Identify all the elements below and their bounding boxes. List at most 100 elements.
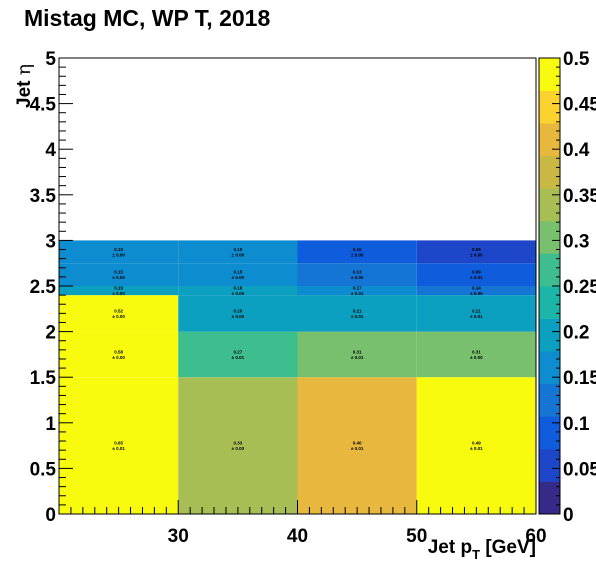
- heatmap-cell: [59, 331, 179, 378]
- cell-error-label: ± 0.01: [351, 314, 364, 319]
- heatmap-cell: [59, 377, 179, 514]
- cell-error-label: ± 0.01: [470, 314, 483, 319]
- cell-value-label: 0.21: [353, 308, 362, 313]
- cell-error-label: ± 0.00: [470, 355, 483, 360]
- colorbar-segment: [539, 383, 560, 417]
- heatmap-cells: [59, 240, 536, 514]
- colorbar-segment: [539, 318, 560, 352]
- x-tick-label: 30: [168, 526, 189, 547]
- heatmap-cell: [297, 377, 417, 514]
- cell-error-label: ± 0.01: [470, 446, 483, 451]
- colorbar-tick-label: 0.05: [563, 459, 596, 480]
- y-tick-label: 4.5: [30, 95, 57, 116]
- y-tick-label: 4: [45, 140, 56, 161]
- heatmap-cell: [297, 295, 417, 332]
- y-tick-label: 3: [45, 231, 56, 252]
- colorbar-segment: [539, 188, 560, 222]
- cell-error-label: ± 0.00: [232, 446, 245, 451]
- colorbar-segment: [539, 481, 560, 515]
- colorbar-tick-label: 0.1: [563, 414, 590, 435]
- cell-error-label: ± 0.00: [232, 314, 245, 319]
- heatmap-cell: [178, 263, 298, 286]
- cell-error-label: ± 0.01: [351, 446, 364, 451]
- colorbar-tick-label: 0: [563, 505, 574, 526]
- y-tick-label: 2.5: [30, 277, 57, 298]
- x-tick-label: 60: [525, 526, 546, 547]
- cell-error-label: ± 0.01: [232, 355, 245, 360]
- cell-error-label: ± 0.01: [351, 291, 364, 296]
- cell-value-label: 0.06: [472, 247, 481, 252]
- cell-value-label: 0.15: [233, 270, 242, 275]
- cell-error-label: ± 0.00: [112, 275, 125, 280]
- y-axis-title-main: Jet: [14, 75, 35, 108]
- colorbar-tick-label: 0.5: [563, 49, 590, 70]
- colorbar-segment: [539, 58, 560, 91]
- heatmap-cell: [59, 295, 179, 332]
- colorbar-segment: [539, 123, 560, 157]
- cell-value-label: 0.15: [233, 247, 242, 252]
- heatmap-cell: [416, 240, 536, 264]
- colorbar-segment: [539, 220, 560, 254]
- x-axis-title: Jet pT [GeV]: [428, 537, 536, 562]
- colorbar-tick-label: 0.35: [563, 186, 596, 207]
- heatmap-cell: [59, 286, 179, 296]
- cell-value-label: 0.17: [353, 286, 362, 291]
- cell-value-label: 0.31: [472, 349, 481, 354]
- cell-error-label: ± 0.00: [112, 314, 125, 319]
- cell-error-label: ± 0.00: [351, 252, 364, 257]
- cell-error-label: ± 0.00: [112, 291, 125, 296]
- cell-value-label: 0.13: [353, 270, 362, 275]
- cell-error-label: ± 0.00: [112, 355, 125, 360]
- cell-value-label: 0.33: [233, 441, 242, 446]
- y-tick-label: 0.5: [30, 459, 57, 480]
- colorbar-segment: [539, 90, 560, 124]
- heatmap-cell: [297, 263, 417, 286]
- cell-value-label: 0.15: [114, 247, 123, 252]
- cell-value-label: 0.58: [114, 349, 123, 354]
- colorbar-tick-label: 0.4: [563, 140, 590, 161]
- heatmap-cell: [416, 331, 536, 378]
- cell-value-label: 0.65: [114, 441, 123, 446]
- plot-axes: 0 0.5 1 1.5 2 2.5 3 3.5 4 4.5 5 30 40 50 60: [30, 49, 547, 547]
- cell-value-label: 0.14: [472, 286, 481, 291]
- y-tick-label: 0: [45, 505, 56, 526]
- heatmap-cell: [416, 286, 536, 296]
- colorbar-tick-label: 0.25: [563, 277, 596, 298]
- colorbar-segment: [539, 351, 560, 385]
- heatmap-cell: [416, 377, 536, 514]
- cell-error-label: ± 0.00: [470, 252, 483, 257]
- cell-value-label: 0.15: [114, 270, 123, 275]
- heatmap-cell: [178, 240, 298, 264]
- y-axis-title-symbol: η: [13, 64, 35, 75]
- x-tick-label: 50: [406, 526, 427, 547]
- cell-error-label: ± 0.00: [470, 291, 483, 296]
- cell-value-label: 0.27: [233, 349, 242, 354]
- colorbar-tick-label: 0.15: [563, 368, 596, 389]
- heatmap-cell: [59, 240, 179, 264]
- cell-value-label: 0.18: [233, 286, 242, 291]
- cell-error-label: ± 0.00: [112, 252, 125, 257]
- colorbar-tick-label: 0.2: [563, 323, 589, 344]
- cell-value-label: 0.19: [114, 286, 123, 291]
- heatmap-cell: [178, 331, 298, 378]
- heatmap-cell: [297, 240, 417, 264]
- y-tick-label: 1.5: [30, 368, 57, 389]
- colorbar-segment: [539, 416, 560, 450]
- cell-error-label: ± 0.00: [232, 252, 245, 257]
- colorbar-segment: [539, 286, 560, 319]
- heatmap-cell: [178, 377, 298, 514]
- x-axis-title-unit: [GeV]: [480, 537, 536, 558]
- colorbar-segment: [539, 253, 560, 287]
- colorbar-tick-label: 0.45: [563, 95, 596, 116]
- y-tick-label: 2: [45, 323, 56, 344]
- heatmap-cell: [178, 295, 298, 332]
- colorbar-segment: [539, 448, 560, 482]
- heatmap-cell: [297, 331, 417, 378]
- y-tick-label: 5: [45, 49, 56, 70]
- color-scale-bar: 0 0.05 0.1 0.15 0.2 0.25 0.3 0.35 0.4 0.45 0.5: [538, 49, 596, 526]
- colorbar-segment: [539, 155, 560, 189]
- cell-value-label: 0.31: [353, 349, 362, 354]
- cell-value-label: 0.09: [472, 270, 481, 275]
- cell-value-label: 0.10: [353, 247, 362, 252]
- y-tick-label: 3.5: [30, 186, 57, 207]
